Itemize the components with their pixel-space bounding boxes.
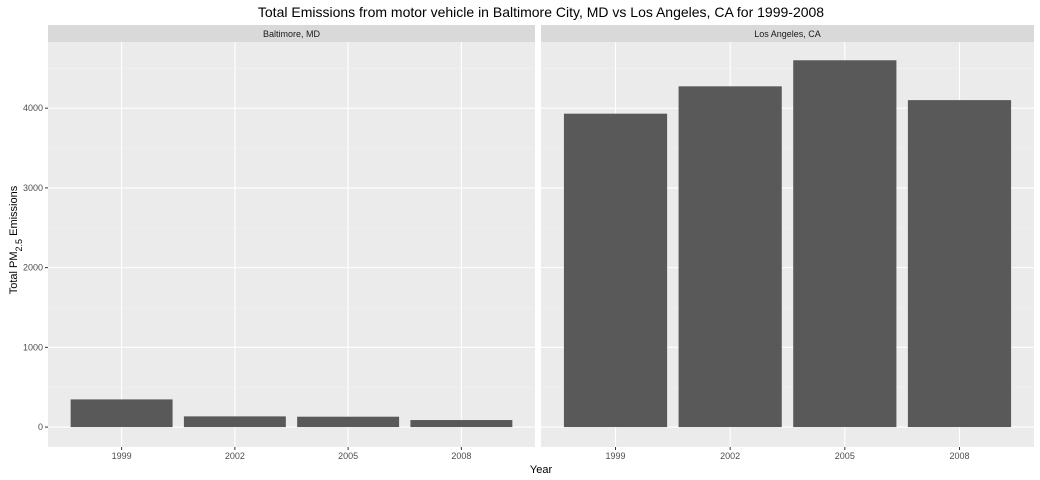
bar — [297, 416, 400, 428]
x-tick-label: 2008 — [451, 451, 471, 461]
bar — [563, 113, 668, 428]
y-tick-label: 2000 — [23, 263, 43, 273]
y-tick-label: 4000 — [23, 103, 43, 113]
x-axis-title: Year — [530, 464, 553, 476]
facet-panel: Los Angeles, CA 1999 2002 2005 2008 — [541, 25, 1034, 461]
x-tick-label: 2002 — [720, 451, 740, 461]
bar — [793, 60, 897, 428]
facet-strip — [48, 25, 535, 42]
bar — [907, 100, 1012, 428]
y-axis: 0 1000 2000 3000 4000 — [23, 103, 48, 432]
y-axis-title-suffix: Emissions — [8, 185, 20, 239]
y-tick-label: 3000 — [23, 183, 43, 193]
x-tick-label: 1999 — [606, 451, 626, 461]
panel-background — [48, 42, 535, 447]
y-tick-label: 1000 — [23, 342, 43, 352]
facet-panel: Baltimore, MD 1999 2002 2005 2008 — [48, 25, 535, 461]
x-tick-label: 2008 — [949, 451, 969, 461]
chart-title: Total Emissions from motor vehicle in Ba… — [258, 4, 824, 20]
facet-strip-label: Baltimore, MD — [263, 29, 321, 39]
y-axis-title-prefix: Total PM — [8, 251, 20, 294]
x-tick-label: 2005 — [835, 451, 855, 461]
bar — [70, 399, 173, 428]
y-axis-title: Total PM2.5 Emissions — [8, 185, 24, 294]
y-tick-label: 0 — [38, 422, 43, 432]
facet-strip — [541, 25, 1034, 42]
x-tick-label: 2002 — [225, 451, 245, 461]
bar — [410, 420, 513, 428]
y-axis-title-subscript: 2.5 — [14, 239, 24, 252]
x-tick-label: 1999 — [112, 451, 132, 461]
bar — [183, 416, 286, 428]
facet-strip-label: Los Angeles, CA — [754, 29, 821, 39]
bar — [678, 86, 782, 428]
x-tick-label: 2005 — [338, 451, 358, 461]
